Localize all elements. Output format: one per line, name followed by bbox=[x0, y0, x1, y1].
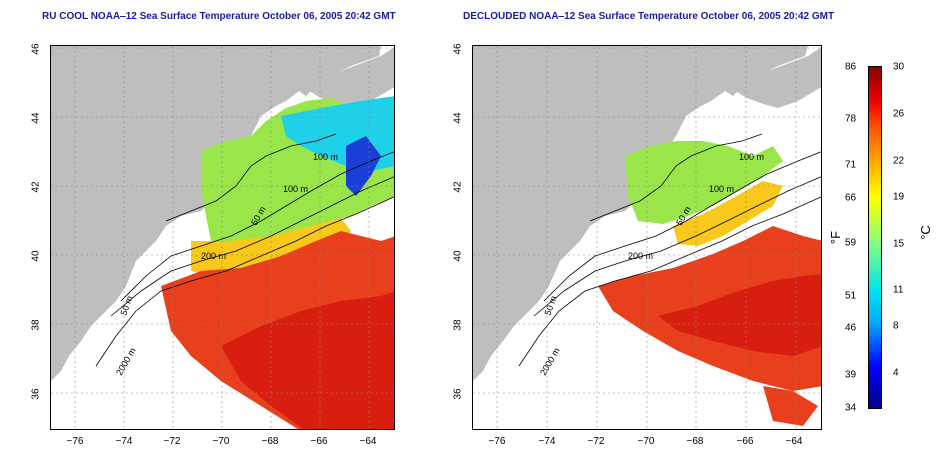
fahrenheit-tick: 86 bbox=[845, 61, 857, 73]
y-tick-label: 38 bbox=[452, 319, 464, 331]
celsius-tick: 8 bbox=[893, 320, 899, 332]
y-tick-label: 42 bbox=[30, 181, 42, 193]
contour-label: 50 m bbox=[542, 294, 558, 316]
x-tick-label: −66 bbox=[736, 436, 754, 447]
celsius-tick: 30 bbox=[893, 61, 905, 73]
shelf-contour-50m bbox=[589, 133, 763, 222]
land-mass bbox=[473, 46, 808, 381]
y-tick-label: 36 bbox=[30, 388, 42, 400]
fahrenheit-tick: 59 bbox=[845, 237, 857, 249]
hot-core-patch bbox=[658, 274, 821, 356]
fahrenheit-tick: 51 bbox=[845, 290, 857, 302]
nova-scotia-land bbox=[301, 47, 394, 108]
x-tick-label: −76 bbox=[488, 436, 506, 447]
celsius-tick: 4 bbox=[893, 367, 899, 379]
transition-patch bbox=[673, 181, 783, 246]
y-tick-label: 40 bbox=[30, 250, 42, 262]
y-tick-label: 46 bbox=[452, 43, 464, 55]
y-tick-label: 38 bbox=[30, 319, 42, 331]
contour-label: 100 m bbox=[709, 184, 734, 194]
right-map-title: DECLOUDED NOAA‒12 Sea Surface Temperatur… bbox=[463, 11, 835, 22]
x-tick-label: −64 bbox=[359, 436, 377, 447]
fahrenheit-tick: 78 bbox=[845, 113, 857, 125]
celsius-tick: 15 bbox=[893, 238, 905, 250]
x-tick-label: −72 bbox=[587, 436, 605, 447]
celsius-tick: 26 bbox=[893, 108, 905, 120]
left-map-title: RU COOL NOAA‒12 Sea Surface Temperature … bbox=[42, 11, 396, 22]
x-tick-label: −74 bbox=[115, 436, 133, 447]
right-sst-map: 100 m 100 m 50 m 200 m 50 m 2000 m bbox=[472, 45, 822, 430]
x-tick-label: −72 bbox=[163, 436, 181, 447]
shelf-contour-100m bbox=[543, 151, 821, 302]
y-tick-label: 44 bbox=[452, 112, 464, 124]
contour-label: 2000 m bbox=[538, 346, 562, 377]
contour-label: 50 m bbox=[118, 294, 134, 316]
hot-core-patch bbox=[221, 291, 394, 429]
contour-label: 200 m bbox=[201, 251, 226, 261]
x-tick-label: −76 bbox=[66, 436, 84, 447]
y-tick-label: 46 bbox=[30, 43, 42, 55]
left-map-canvas: 100 m 100 m 50 m 200 m 50 m 2000 m bbox=[51, 46, 394, 429]
fahrenheit-tick: 71 bbox=[845, 159, 857, 171]
fahrenheit-tick: 46 bbox=[845, 322, 857, 334]
celsius-tick: 22 bbox=[893, 155, 905, 167]
land-mass bbox=[51, 46, 381, 381]
x-tick-label: −68 bbox=[686, 436, 704, 447]
warm-fragment bbox=[763, 386, 818, 426]
x-tick-label: −66 bbox=[310, 436, 328, 447]
x-tick-label: −70 bbox=[212, 436, 230, 447]
shelf-contour-100m bbox=[120, 151, 394, 302]
fahrenheit-tick: 66 bbox=[845, 192, 857, 204]
x-tick-label: −70 bbox=[637, 436, 655, 447]
y-tick-label: 40 bbox=[452, 250, 464, 262]
cool-water-patch bbox=[625, 141, 783, 224]
celsius-tick: 11 bbox=[893, 284, 904, 296]
nova-scotia-land bbox=[727, 47, 821, 108]
shelf-contour-50m bbox=[165, 133, 337, 222]
celsius-unit-label: °C bbox=[917, 225, 933, 240]
celsius-tick: 19 bbox=[893, 191, 905, 203]
contour-label: 100 m bbox=[739, 152, 764, 162]
temperature-colorbar bbox=[868, 66, 882, 409]
shelf-contour-200m bbox=[533, 176, 821, 317]
contour-label: 2000 m bbox=[114, 346, 138, 377]
right-map-canvas: 100 m 100 m 50 m 200 m 50 m 2000 m bbox=[473, 46, 821, 429]
left-sst-map: 100 m 100 m 50 m 200 m 50 m 2000 m bbox=[50, 45, 395, 430]
fahrenheit-unit-label: °F bbox=[828, 230, 844, 245]
fahrenheit-tick: 39 bbox=[845, 369, 857, 381]
y-tick-label: 36 bbox=[452, 388, 464, 400]
x-tick-label: −68 bbox=[261, 436, 279, 447]
y-tick-label: 44 bbox=[30, 112, 42, 124]
contour-label: 100 m bbox=[283, 184, 308, 194]
shelf-contour-200m bbox=[110, 176, 394, 317]
y-tick-label: 42 bbox=[452, 181, 464, 193]
shelf-contour-2000m bbox=[518, 196, 821, 367]
contour-label: 200 m bbox=[628, 251, 653, 261]
fahrenheit-tick: 34 bbox=[845, 402, 857, 414]
x-tick-label: −74 bbox=[538, 436, 556, 447]
contour-label: 100 m bbox=[313, 152, 338, 162]
map-gridlines bbox=[473, 46, 821, 429]
x-tick-label: −64 bbox=[785, 436, 803, 447]
very-cold-patch bbox=[346, 136, 381, 196]
shelf-contour-2000m bbox=[95, 196, 394, 367]
map-gridlines bbox=[51, 46, 394, 429]
